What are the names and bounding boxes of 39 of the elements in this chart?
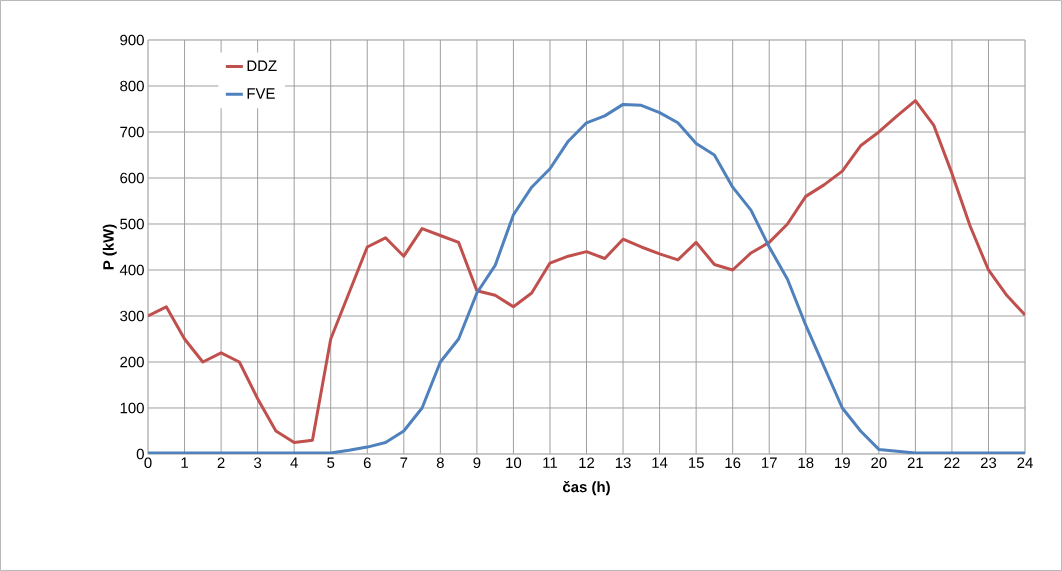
x-tick-label: 17 [762,457,777,468]
y-tick-label: 800 [120,80,144,92]
x-tick-label: 8 [436,457,444,469]
y-tick-label: 100 [120,402,144,414]
x-tick-label: 4 [290,457,298,468]
x-tick-label: 18 [798,457,814,469]
x-tick-label: 20 [871,457,887,469]
x-tick-label: 16 [725,457,741,469]
x-tick-label: 9 [473,457,481,469]
y-tick-label: 0 [136,448,144,460]
x-tick-label: 23 [980,457,997,469]
x-tick-label: 24 [1017,457,1033,468]
x-tick-label: 19 [835,457,850,469]
x-tick-label: 14 [652,457,668,468]
x-tick-label: 11 [543,457,557,468]
x-axis-title: čas (h) [563,480,610,496]
y-tick-label: 400 [119,264,144,276]
x-tick-label: 21 [907,457,923,468]
x-tick-label: 22 [944,457,960,468]
x-tick-label: 15 [688,457,704,468]
x-tick-label: 5 [327,457,335,468]
x-tick-label: 2 [217,457,225,468]
y-tick-label: 900 [120,34,144,46]
x-tick-label: 13 [615,457,631,469]
y-tick-label: 700 [120,126,144,138]
legend-label: DDZ [247,60,277,71]
y-tick-label: 500 [120,218,144,230]
x-tick-label: 12 [579,457,595,468]
x-tick-label: 6 [363,457,371,469]
legend-label: FVE [247,88,275,99]
x-tick-label: 10 [506,457,522,469]
y-tick-label: 200 [120,356,144,368]
x-tick-label: 0 [144,457,152,469]
x-tick-label: 1 [181,457,188,468]
y-tick-label: 600 [120,172,144,184]
y-axis-title: P (kW) [102,224,117,270]
x-tick-label: 7 [400,457,408,468]
y-tick-label: 300 [120,310,144,322]
x-tick-label: 3 [254,457,262,469]
